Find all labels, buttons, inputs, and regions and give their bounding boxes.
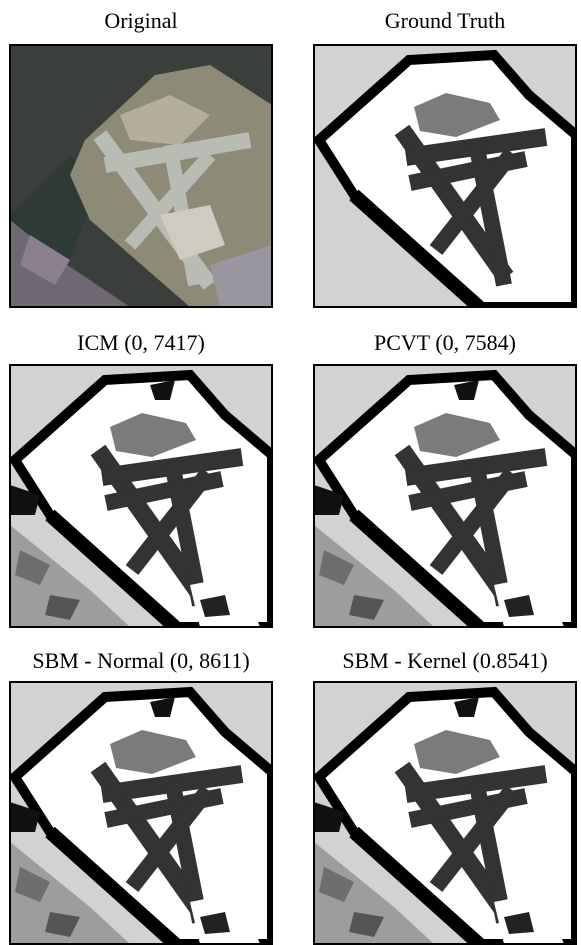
panel-caption: SBM - Normal (0, 8611) [32,648,249,673]
panel-image [314,365,576,627]
panel-caption: ICM (0, 7417) [77,330,205,355]
panel-image [10,365,272,627]
panel-caption: Ground Truth [385,8,505,33]
panel-caption: PCVT (0, 7584) [374,330,516,355]
panel-caption: Original [104,8,177,33]
panel-caption: SBM - Kernel (0.8541) [342,648,547,673]
panel-image [10,682,272,944]
figure: Original Ground Truth ICM (0, 7417) PCVT… [0,0,581,945]
panel-image [314,682,576,944]
panel-image [314,45,576,307]
panel-image [10,45,272,307]
